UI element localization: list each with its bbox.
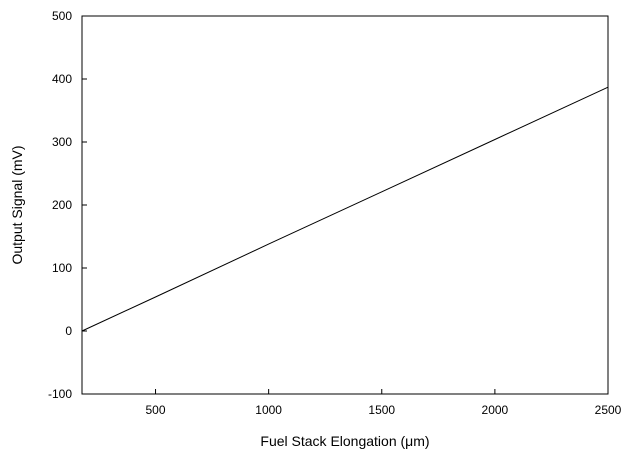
y-tick-label: 0 (65, 324, 72, 338)
x-axis-ticks: 500 1000 1500 2000 2500 (146, 389, 622, 417)
y-tick-label: 300 (52, 135, 72, 149)
x-axis-title: Fuel Stack Elongation (μm) (260, 433, 429, 449)
y-tick-label: 200 (52, 198, 72, 212)
y-axis-title: Output Signal (mV) (9, 145, 25, 264)
x-tick-label: 1000 (255, 403, 282, 417)
plot-frame (81, 15, 609, 395)
x-tick-label: 500 (146, 403, 166, 417)
y-tick-label: 100 (52, 261, 72, 275)
y-tick-label: 500 (52, 9, 72, 23)
x-tick-label: 2000 (482, 403, 509, 417)
x-tick-label: 2500 (595, 403, 622, 417)
x-tick-label: 1500 (368, 403, 395, 417)
y-tick-label: 400 (52, 72, 72, 86)
y-tick-label: -100 (48, 387, 72, 401)
y-axis-ticks: -100 0 100 200 300 400 500 (48, 9, 87, 401)
series-line (81, 86, 609, 332)
series-group (81, 86, 609, 332)
